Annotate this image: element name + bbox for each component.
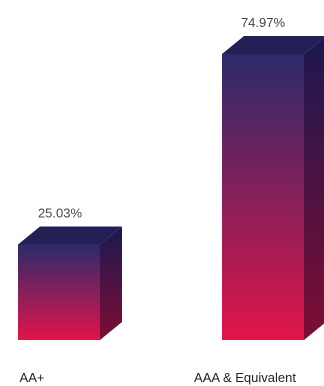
category-label-aa-plus: AA+ [20, 370, 45, 385]
bar-0 [18, 226, 122, 340]
category-label-aaa-equivalent: AAA & Equivalent [194, 370, 296, 385]
bar-top-face [222, 36, 324, 54]
bar-front-face [18, 244, 100, 340]
labels-group: 25.03% 74.97% AA+ AAA & Equivalent [20, 15, 297, 385]
bar-side-face [304, 37, 324, 340]
data-label-aaa-equivalent: 74.97% [241, 15, 286, 30]
bar-side-face [100, 226, 122, 340]
data-label-aa-plus: 25.03% [38, 206, 83, 221]
bars-group [18, 36, 324, 340]
bar-1 [222, 36, 324, 340]
bar-front-face [222, 54, 304, 340]
bar-top-face [18, 226, 122, 245]
